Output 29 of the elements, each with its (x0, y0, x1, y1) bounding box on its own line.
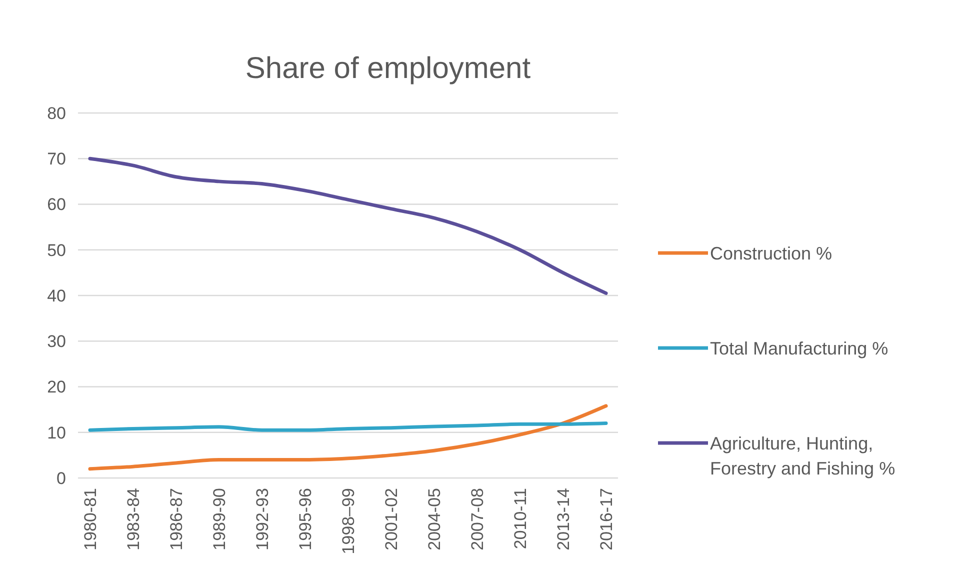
legend-label: Construction % (710, 243, 832, 264)
x-tick-label: 2004-05 (424, 488, 444, 550)
line-series (88, 422, 608, 432)
x-tick-label: 1980-81 (80, 488, 100, 550)
y-tick-label: 20 (47, 378, 66, 397)
chart-title: Share of employment (245, 52, 532, 85)
y-tick-label: 0 (56, 468, 66, 488)
x-tick-label: 2001-02 (382, 488, 401, 550)
y-tick-label: 30 (47, 332, 66, 352)
y-tick-label: 40 (47, 286, 66, 306)
x-tick-label: 1998–99 (338, 488, 358, 554)
x-tick-label: 2013-14 (554, 488, 573, 550)
x-tick-label: 1992-93 (252, 488, 272, 550)
y-tick-label: 70 (47, 150, 66, 169)
y-tick-label: 80 (47, 104, 66, 123)
x-tick-label: 2016-17 (596, 488, 616, 550)
line-series (88, 404, 608, 471)
y-tick-label: 50 (47, 240, 66, 260)
line-series (88, 156, 608, 295)
x-tick-label: 1983-84 (124, 488, 143, 550)
x-tick-label: 1986-87 (166, 488, 186, 550)
y-tick-label: 10 (47, 423, 66, 442)
x-tick-label: 1989-90 (210, 488, 229, 550)
x-tick-label: 1995-96 (296, 488, 315, 550)
y-tick-label: 60 (47, 195, 66, 214)
legend-label: Total Manufacturing % (710, 338, 888, 358)
legend-label: Agriculture, Hunting, Forestry and Fishing % (710, 433, 896, 478)
x-tick-label: 2007-08 (468, 488, 487, 550)
x-tick-label: 2010-11 (510, 488, 530, 550)
